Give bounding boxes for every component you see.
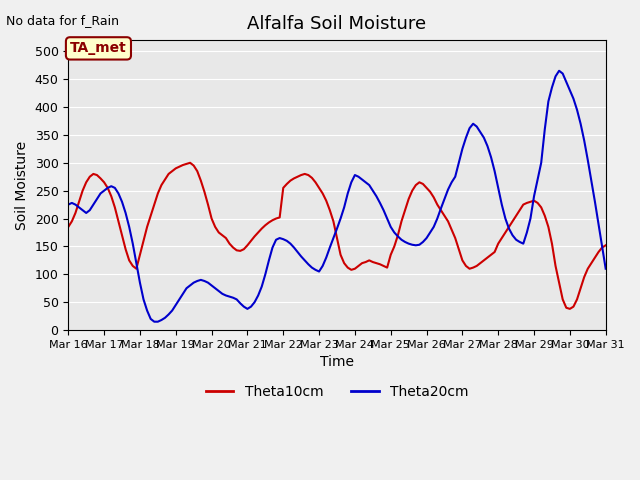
Line: Theta20cm: Theta20cm (68, 71, 605, 322)
Legend: Theta10cm, Theta20cm: Theta10cm, Theta20cm (200, 379, 474, 404)
Theta10cm (444, 218, 452, 224)
Theta20cm (444, 187, 452, 192)
Title: Alfalfa Soil Moisture: Alfalfa Soil Moisture (248, 15, 426, 33)
Theta20cm (394, 233, 402, 239)
Text: TA_met: TA_met (70, 41, 127, 55)
Theta10cm (258, 226, 266, 231)
Theta10cm (602, 242, 609, 248)
Theta10cm (566, 306, 573, 312)
Theta20cm (65, 202, 72, 207)
Theta10cm (186, 160, 194, 166)
Theta20cm (258, 284, 266, 289)
Theta10cm (330, 218, 337, 224)
Theta20cm (330, 235, 337, 241)
Theta20cm (408, 242, 416, 248)
Theta20cm (150, 319, 158, 324)
Theta20cm (598, 243, 606, 249)
Theta20cm (556, 68, 563, 73)
Theta20cm (602, 266, 609, 272)
Line: Theta10cm: Theta10cm (68, 163, 605, 309)
Text: No data for f_Rain: No data for f_Rain (6, 14, 120, 27)
Y-axis label: Soil Moisture: Soil Moisture (15, 141, 29, 229)
Theta10cm (598, 245, 606, 251)
X-axis label: Time: Time (320, 355, 354, 369)
Theta10cm (408, 188, 416, 193)
Theta10cm (394, 232, 402, 238)
Theta10cm (65, 224, 72, 230)
